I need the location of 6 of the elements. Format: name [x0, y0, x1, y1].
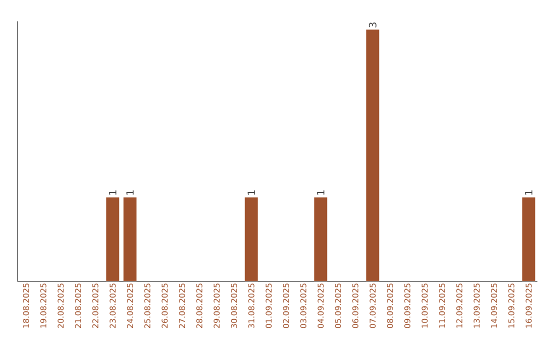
data-label: 1 [109, 190, 116, 195]
data-label: 1 [126, 190, 134, 195]
data-label: 1 [248, 190, 255, 195]
data-label: 3 [368, 22, 376, 28]
data-label: 1 [317, 190, 324, 195]
data-label: 1 [525, 190, 532, 195]
